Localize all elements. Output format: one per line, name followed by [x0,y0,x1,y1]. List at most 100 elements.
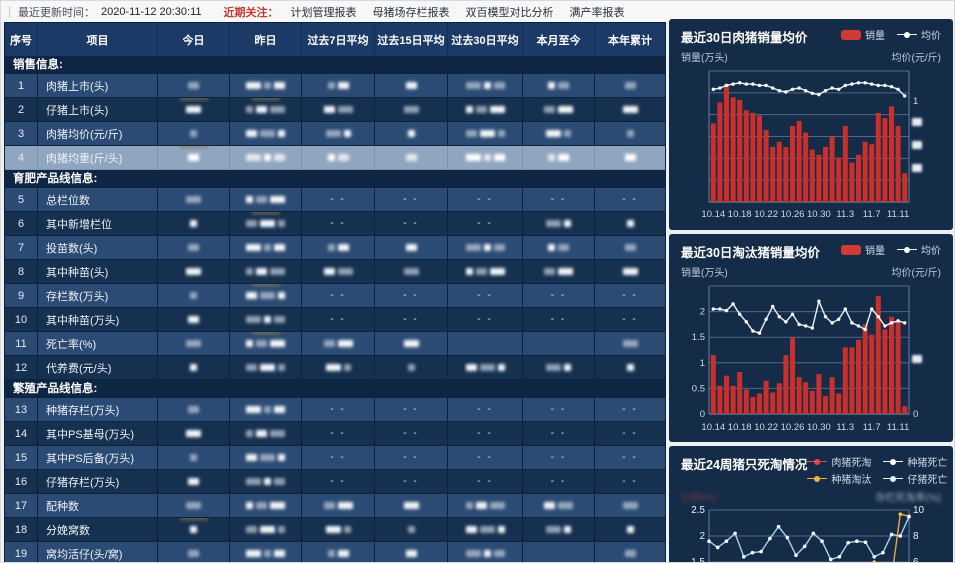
cull-pig-sales-price-chart: 2 1.5 1 0.5 0 10.14 10.18 10.22 10.26 10.30 11.3 11… [692,285,922,433]
redacted-value [246,550,261,557]
table-row[interactable]: 17 配种数 [5,494,665,518]
table-row[interactable]: 1 肉猪上市(头) [5,74,665,98]
row-value-cell: - - [523,398,595,422]
table-row[interactable]: 19 窝均活仔(头/窝) [5,542,665,562]
row-label: 窝均活仔(头/窝) [38,542,158,562]
legend-item[interactable]: 仔猪死亡 [883,471,947,486]
legend-item[interactable]: 种猪死亡 [883,454,947,469]
legend-label: 种猪淘汰 [831,475,872,486]
redacted-value [246,478,261,485]
legend-bar-swatch [841,244,861,255]
row-label: 其中PS后备(万头) [38,446,158,470]
report-link[interactable]: 满产率报表 [569,6,625,19]
row-value-cell [158,446,230,470]
row-value-cell: - - [375,188,448,212]
table-row[interactable]: 9 存栏数(万头) - -- -- -- -- - [5,284,665,308]
chart-title: 最近30日肉猪销量均价 [681,31,808,45]
legend-item[interactable]: 均价 [897,242,941,257]
chart-legend: 销量 均价 [841,27,941,42]
row-value-cell [595,236,665,260]
row-label: 肉猪均价(元/斤) [38,122,158,146]
row-value-cell [158,494,230,518]
row-index: 3 [5,122,38,146]
svg-text:6: 6 [913,557,919,563]
row-value-cell: - - [595,188,665,212]
row-value-cell [230,446,302,470]
redacted-value [256,268,267,275]
row-value-cell: - - [595,284,665,308]
legend-item[interactable]: 销量 [841,27,885,42]
redacted-value [489,502,505,509]
row-value-cell [448,146,523,170]
row-value-cell [448,542,523,562]
table-row[interactable]: 14 其中PS基母(万头) - -- -- -- -- - [5,422,665,446]
report-link[interactable]: 计划管理报表 [290,6,357,19]
table-row[interactable]: 11 死亡率(%) [5,332,665,356]
table-row[interactable]: 5 总栏位数 - -- -- -- -- - [5,188,665,212]
redacted-value [190,220,197,227]
svg-text:11.3: 11.3 [836,422,854,433]
table-row[interactable]: 2 仔猪上市(头) [5,98,665,122]
table-row[interactable]: 4 肉猪均重(斤/头) [5,146,665,170]
report-link[interactable]: 母猪场存栏报表 [372,6,450,19]
svg-text:2: 2 [700,307,705,318]
table-row[interactable]: 12 代养费(元/头) [5,356,665,380]
redacted-value [274,478,285,485]
redacted-value [343,130,351,137]
column-header: 本年累计 [608,34,652,47]
row-index: 8 [5,260,38,284]
row-label: 投苗数(头) [38,236,158,260]
chart-legend: 销量 均价 [841,242,941,257]
row-value-cell [595,542,665,562]
table-row[interactable]: 18 分娩窝数 [5,518,665,542]
legend-label: 均价 [921,31,941,42]
legend-item[interactable]: 种猪淘汰 [807,471,871,486]
redaction-artifact [179,146,208,148]
redacted-value [327,154,335,161]
legend-item[interactable]: 均价 [897,27,941,42]
table-row[interactable]: 15 其中PS后备(万头) - -- -- -- -- - [5,446,665,470]
table-row[interactable]: 6 其中新增栏位 - -- -- - [5,212,665,236]
recent-focus-label: 近期关注： [223,6,279,19]
redaction-artifact [179,98,208,100]
row-value-cell: - - [523,446,595,470]
row-value-cell [523,98,595,122]
table-row[interactable]: 8 其中种苗(头) [5,260,665,284]
column-header: 项目 [38,23,158,56]
table-row[interactable]: 10 其中种苗(万头) - -- -- -- -- - [5,308,665,332]
svg-text:1.5: 1.5 [692,332,705,343]
report-link[interactable]: 双百模型对比分析 [465,6,554,19]
svg-text:10.18: 10.18 [728,422,752,433]
redacted-value [246,406,261,413]
row-value-cell [595,74,665,98]
row-index: 10 [5,308,38,332]
table-row[interactable]: 16 仔猪存栏(万头) - -- -- -- -- - [5,470,665,494]
row-value-cell [158,332,230,356]
redacted-value [260,220,275,227]
row-value-cell: - - [595,470,665,494]
redacted-value [246,292,257,299]
redacted-value [190,454,197,461]
svg-text:0.5: 0.5 [692,383,705,394]
table-row[interactable]: 7 投苗数(头) [5,236,665,260]
row-value-cell [448,74,523,98]
row-index: 12 [5,356,38,380]
redacted-value [403,502,419,509]
row-index: 5 [5,188,38,212]
row-value-cell [523,212,595,236]
redacted-value [278,526,285,533]
redacted-value [246,106,253,113]
legend-item[interactable]: 销量 [841,242,885,257]
row-value-cell [158,236,230,260]
redacted-value [546,220,561,227]
table-row[interactable]: 13 种猪存栏(万头) - -- -- -- -- - [5,398,665,422]
row-value-cell: - - [448,470,523,494]
row-value-cell: - - [302,284,375,308]
redacted-value [274,550,285,557]
table-row[interactable]: 3 肉猪均价(元/斤) [5,122,665,146]
row-index: 16 [5,470,38,494]
row-value-cell [523,518,595,542]
left-axis-label-redacted: 比例(%) [681,493,717,504]
legend-item[interactable]: 肉猪死淘 [807,454,871,469]
legend-line-swatch [883,458,904,466]
